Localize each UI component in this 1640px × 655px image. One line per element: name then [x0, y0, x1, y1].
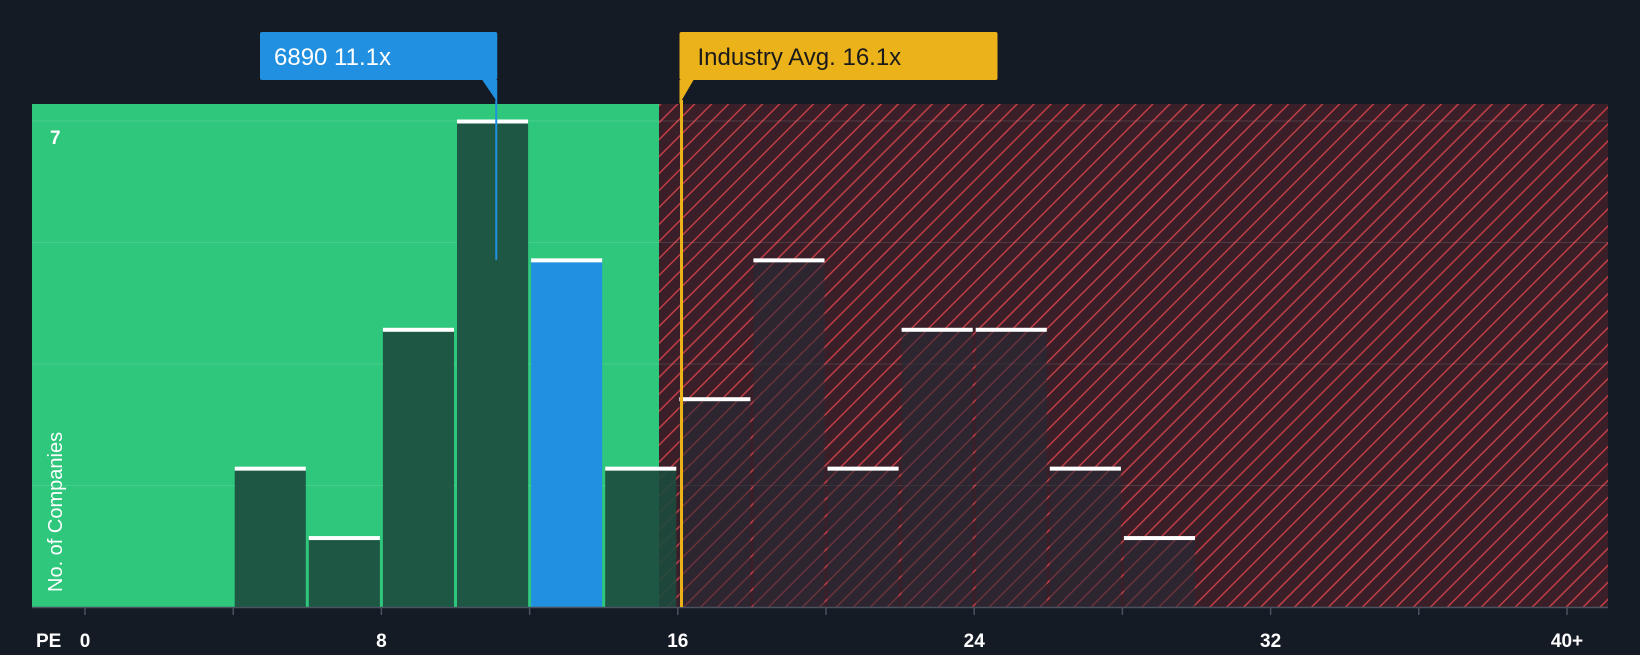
x-tick-label: 32	[1260, 631, 1281, 650]
histogram-bar	[382, 329, 454, 607]
histogram-bar	[234, 468, 306, 607]
histogram-bar	[1123, 537, 1195, 607]
histogram-bar-cap	[827, 466, 899, 471]
x-tick-label: 24	[964, 631, 986, 650]
histogram-bar-cap	[382, 327, 454, 332]
bars	[234, 119, 1195, 607]
histogram-bar	[531, 259, 603, 607]
x-tick-label: 16	[667, 631, 688, 650]
histogram-bar-cap	[457, 119, 529, 124]
histogram-bar	[1049, 468, 1121, 607]
histogram-bar-cap	[605, 466, 677, 471]
industry-label-pointer	[679, 80, 694, 104]
histogram-bar	[605, 468, 677, 607]
y-axis-label: No. of Companies	[45, 432, 67, 592]
company-label-pointer	[482, 80, 498, 102]
histogram-bar	[679, 398, 751, 607]
histogram-bar-cap	[531, 258, 603, 263]
histogram-bar-cap	[901, 327, 973, 332]
company-label: 6890 11.1x	[274, 44, 391, 71]
histogram-bar-cap	[679, 397, 751, 402]
histogram-bar-cap	[753, 258, 825, 263]
histogram-bar-cap	[234, 466, 306, 471]
company-label-box	[260, 32, 498, 80]
company-callout: 6890 11.1x	[260, 32, 498, 260]
histogram-bar	[457, 121, 529, 607]
industry-label-box	[679, 32, 998, 80]
histogram-bar-cap	[975, 327, 1047, 332]
x-ticks: 0 8 16 24 32 40+	[80, 607, 1583, 652]
histogram-bar-cap	[1123, 536, 1195, 541]
histogram-bar	[308, 537, 380, 607]
histogram-bar-cap	[308, 536, 380, 541]
x-tick-label: 0	[80, 631, 91, 650]
histogram-bar	[975, 329, 1047, 607]
histogram-bar	[753, 259, 825, 607]
x-tick-label: 40+	[1551, 631, 1583, 650]
histogram-bar	[827, 468, 899, 607]
industry-callout: Industry Avg. 16.1x	[679, 32, 998, 607]
x-axis-label: PE	[36, 631, 61, 650]
histogram-bar	[901, 329, 973, 607]
y-tick-label: 7	[50, 128, 61, 149]
histogram-bar-cap	[1049, 466, 1121, 471]
x-tick-label: 8	[376, 631, 387, 650]
industry-label: Industry Avg. 16.1x	[698, 44, 902, 71]
